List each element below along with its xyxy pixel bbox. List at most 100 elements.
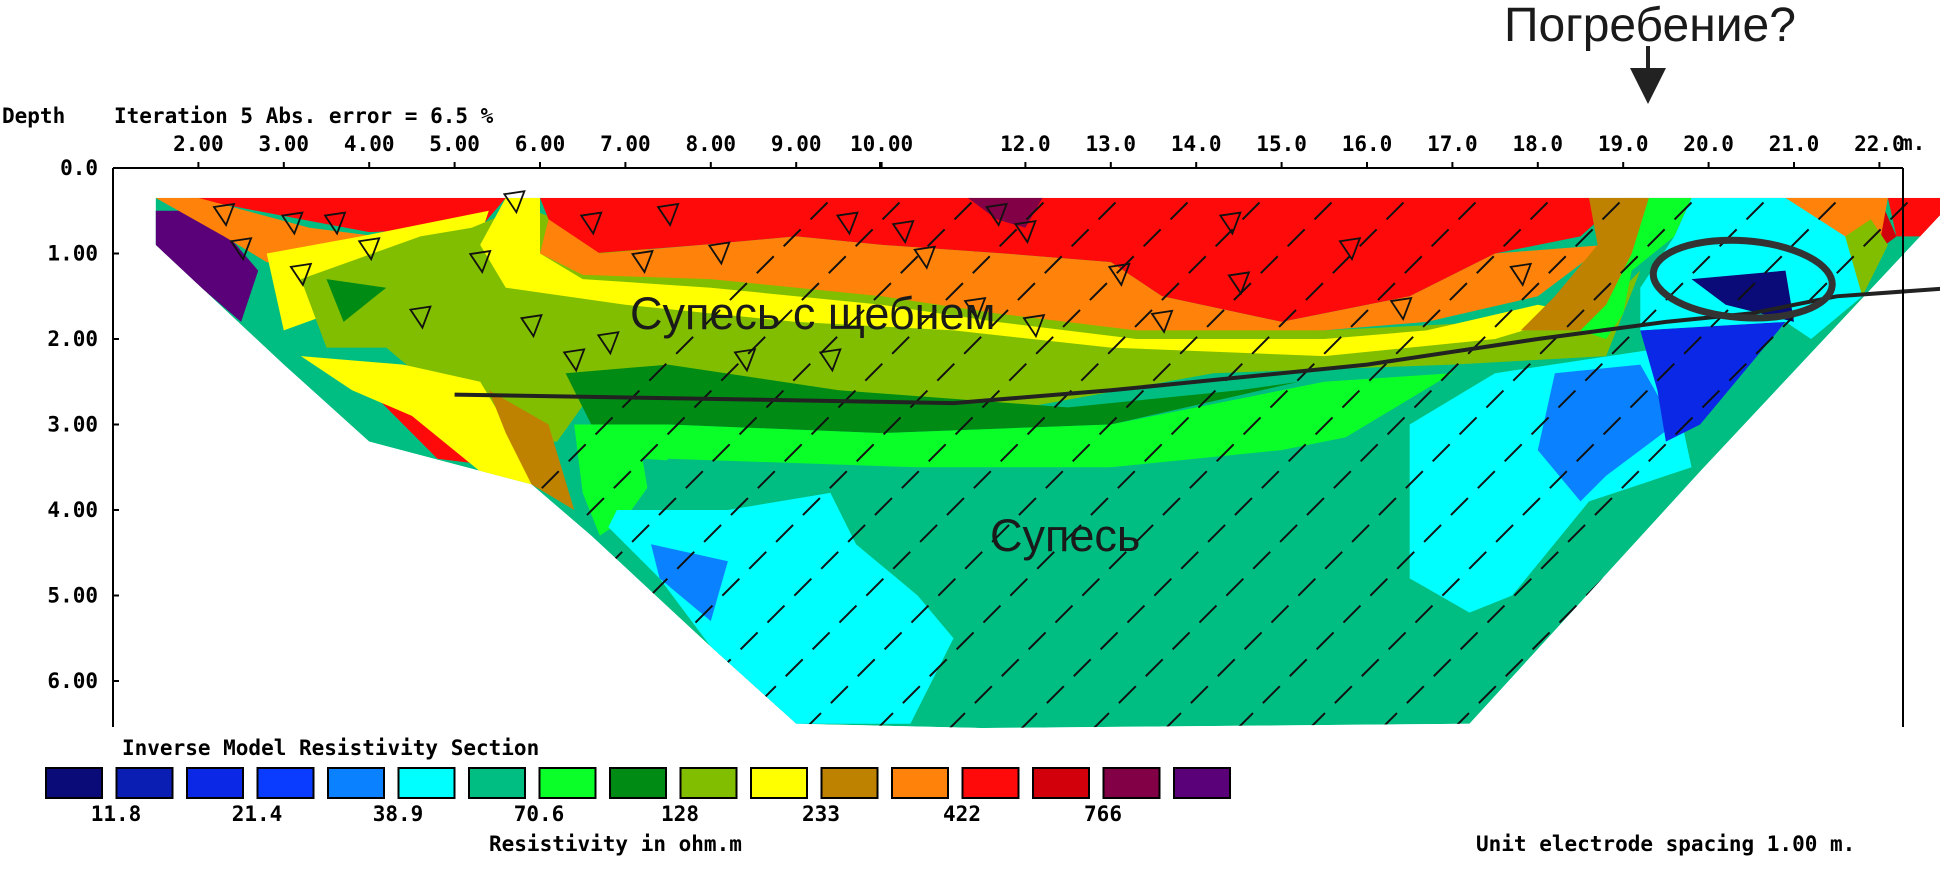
x-tick-label: 6.00 [515,132,566,156]
burial-annotation: Погребение? [1504,0,1796,52]
legend-swatch [397,767,456,799]
hatch-line [731,197,1293,728]
region-blue-small-left [651,544,728,622]
gravel-triangle-icon [357,237,381,262]
y-tick-label: 1.00 [47,242,98,266]
gravel-triangle-icon [596,331,620,356]
legend-swatch [115,767,174,799]
x-tick-label: 22.0 [1854,132,1905,156]
x-tick-label: 17.0 [1427,132,1478,156]
gravel-triangle-icon [468,249,492,275]
hatch-line [947,197,1509,728]
x-tick-label: 16.0 [1342,132,1393,156]
region-purple-left [155,210,259,322]
legend-swatch [327,767,385,799]
depth-label: Depth [2,104,66,128]
region-orange-bottom-left [488,390,575,510]
gravel-triangle-icon [229,237,253,262]
gravel-triangle-icon [985,202,1009,227]
gravel-triangle-icon [212,202,236,227]
region-red-top-mid [540,197,1624,322]
legend-value-label: 21.4 [232,802,283,826]
legend-swatch [679,767,738,799]
x-tick-label: 19.0 [1598,132,1649,156]
region-green-small [326,279,387,322]
region-yellow-bottom-left [300,356,532,485]
y-tick-label: 4.00 [47,498,98,522]
region-red-right-edge [1887,197,1940,237]
gravel-triangle-icon [913,245,937,270]
region-orange-right [1520,197,1649,331]
hatch-line [1091,197,1653,728]
legend-value-label: 11.8 [91,802,142,826]
legend-swatch [961,767,1020,799]
gravel-triangle-icon [1107,262,1131,287]
legend-swatch [45,767,103,799]
x-tick-label: 8.00 [686,132,737,156]
gravel-triangle-icon [1389,296,1413,322]
hatch-line [875,197,1437,728]
gravel-triangle-icon [1218,211,1242,236]
gravel-triangle-icon [408,305,432,330]
region-deep-blue-right [1640,321,1786,442]
x-tick-label: 10.00 [850,132,913,156]
down-arrow-icon [1630,46,1666,104]
legend-swatch [1102,767,1161,799]
x-unit-label: m. [1900,131,1926,155]
y-tick-label: 0.0 [60,156,98,180]
gravel-markers [212,190,1533,373]
legend-title: Inverse Model Resistivity Section [122,736,540,760]
burial-outline [1649,236,1836,322]
legend-value-label: 766 [1084,802,1122,826]
x-tick-label: 21.0 [1769,132,1820,156]
gravel-triangle-icon [562,348,586,373]
gravel-triangle-icon [502,190,526,215]
hatch-line [1163,197,1725,728]
y-tick-label: 2.00 [47,327,98,351]
hatch-line [1235,197,1797,728]
iteration-label: Iteration 5 Abs. error = 6.5 % [114,104,494,128]
gravel-triangle-icon [1338,237,1362,262]
legend-swatch [256,767,315,799]
legend-swatch [1032,767,1090,799]
x-tick-label: 20.0 [1683,132,1734,156]
x-tick-label: 18.0 [1513,132,1564,156]
region-yellow-top-mid [480,197,1581,357]
gravel-triangle-icon [656,202,680,227]
y-tick-label: 5.00 [47,584,98,608]
gravel-triangle-icon [1013,220,1037,245]
legend-swatch [891,767,949,799]
color-legend: 11.8 21.4 38.9 70.6 128 233 422 766 [45,767,1231,826]
legend-swatch [468,767,526,799]
gravel-triangle-icon [818,348,842,373]
legend-value-label: 422 [943,802,981,826]
x-tick-label: 7.00 [600,132,651,156]
legend-value-label: 233 [802,802,840,826]
upper-layer-label: Супесь с щебнем [630,288,996,339]
gravel-triangle-icon [579,211,603,236]
region-bright-green-band [574,373,1453,536]
gravel-triangle-icon [835,211,859,236]
x-tick-label: 5.00 [429,132,480,156]
y-tick-label: 3.00 [47,413,98,437]
region-teal-lower [642,424,1496,728]
gravel-triangle-icon [630,249,654,275]
x-tick-label: 13.0 [1086,132,1137,156]
x-tick-label: 4.00 [344,132,395,156]
x-tick-label: 15.0 [1256,132,1307,156]
legend-swatch [1173,767,1231,799]
gravel-triangle-icon [1227,271,1251,296]
region-orange-top-mid [540,219,1607,331]
resistivity-section [155,197,1940,728]
x-tick-label: 2.00 [173,132,224,156]
gravel-triangle-icon [519,314,543,339]
legend-value-label: 38.9 [373,802,424,826]
region-green-right [1580,197,1692,339]
hatch-line [1379,197,1940,728]
lower-layer-label: Супесь [990,510,1141,561]
x-tick-label: 9.00 [771,132,822,156]
x-tick-label: 3.00 [259,132,310,156]
gravel-triangle-icon [1150,309,1174,334]
gravel-triangle-icon [323,211,347,236]
